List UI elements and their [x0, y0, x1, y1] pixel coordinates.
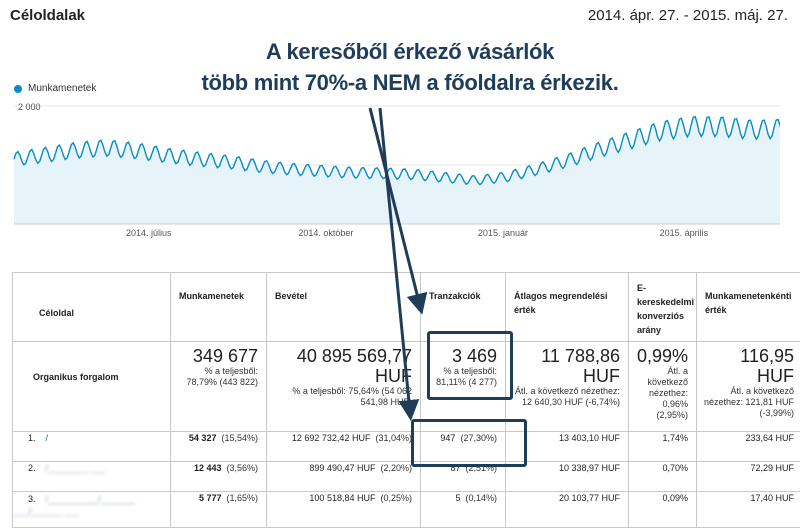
- summary-revenue-cell: 40 895 569,77 HUF % a teljesből: 75,64% …: [267, 342, 421, 432]
- col-header-per-session[interactable]: Munkamenetenkénti érték: [697, 273, 800, 342]
- row-rank: 1.: [14, 433, 36, 443]
- row-sessions-pct: (3,56%): [226, 463, 258, 473]
- summary-aov: 11 788,86 HUF: [510, 342, 620, 386]
- row-sessions-pct: (15,54%): [221, 433, 258, 443]
- row-revenue-cell: 12 692 732,42 HUF (31,04%): [267, 432, 421, 462]
- col-header-aov[interactable]: Átlagos megrendelési érték: [506, 273, 629, 342]
- row-per-session: 17,40 HUF: [697, 492, 800, 528]
- landing-page-table: Céloldal Munkamenetek Bevétel Tranzakció…: [12, 272, 800, 528]
- row-rank: 3.: [14, 494, 36, 504]
- col-header-revenue[interactable]: Bevétel: [267, 273, 421, 342]
- table-header-row: Céloldal Munkamenetek Bevétel Tranzakció…: [13, 273, 800, 342]
- series-dot-icon: [14, 85, 22, 93]
- row-conversion: 0,70%: [629, 462, 697, 492]
- summary-sessions-sub: % a teljesből: 78,79% (443 822): [175, 366, 258, 388]
- y-tick-label: 2 000: [18, 102, 41, 112]
- x-tick-label: 2015. január: [478, 228, 528, 238]
- summary-aov-sub: Átl. a következő nézethez: 12 640,30 HUF…: [510, 386, 620, 408]
- x-tick-label: 2014. július: [126, 228, 172, 238]
- row-transactions-cell: 5 (0,14%): [421, 492, 506, 528]
- row-revenue-pct: (2,20%): [380, 463, 412, 473]
- x-tick-label: 2015. április: [660, 228, 709, 238]
- summary-revenue: 40 895 569,77 HUF: [271, 342, 412, 386]
- summary-conversion: 0,99%: [633, 342, 688, 366]
- x-tick-label: 2014. október: [298, 228, 353, 238]
- row-conversion: 0,09%: [629, 492, 697, 528]
- row-per-session: 72,29 HUF: [697, 462, 800, 492]
- table-row: 2. /________ ___ 12 443 (3,56%) 899 490,4…: [13, 462, 800, 492]
- row-sessions-cell: 5 777 (1,65%): [171, 492, 267, 528]
- summary-conversion-cell: 0,99% Átl. a következő nézethez: 0,96% (…: [629, 342, 697, 432]
- chart-legend[interactable]: Munkamenetek: [14, 83, 96, 94]
- row-transactions-pct: (0,14%): [465, 493, 497, 503]
- row-revenue-pct: (31,04%): [375, 433, 412, 443]
- highlight-box-summary: [427, 331, 513, 400]
- page-title: Céloldalak: [10, 7, 85, 24]
- annotation-line-2: több mint 70%-a NEM a főoldalra érkezik.: [150, 67, 670, 98]
- row-revenue: 12 692 732,42 HUF: [292, 433, 371, 443]
- summary-row: Organikus forgalom 349 677 % a teljesből…: [13, 342, 800, 432]
- row-transactions: 5: [455, 493, 460, 503]
- table-row: 3./__________/_______ ___/______ ___ 5 7…: [13, 492, 800, 528]
- summary-sessions: 349 677: [175, 342, 258, 366]
- row-sessions: 12 443: [194, 463, 222, 473]
- row-page-link[interactable]: /: [46, 433, 49, 443]
- row-sessions: 54 327: [189, 433, 217, 443]
- summary-per-session: 116,95 HUF: [701, 342, 794, 386]
- row-revenue: 100 518,84 HUF: [309, 493, 375, 503]
- summary-aov-cell: 11 788,86 HUF Átl. a következő nézethez:…: [506, 342, 629, 432]
- row-sessions: 5 777: [199, 493, 222, 503]
- annotation-line-1: A keresőből érkező vásárlók: [150, 36, 670, 67]
- row-sessions-pct: (1,65%): [226, 493, 258, 503]
- row-sessions-cell: 12 443 (3,56%): [171, 462, 267, 492]
- summary-per-session-cell: 116,95 HUF Átl. a következő nézethez: 12…: [697, 342, 800, 432]
- legend-series-label: Munkamenetek: [28, 83, 96, 94]
- row-landing-cell: 1. /: [13, 432, 171, 462]
- row-revenue-cell: 100 518,84 HUF (0,25%): [267, 492, 421, 528]
- row-revenue-pct: (0,25%): [380, 493, 412, 503]
- table-row: 1. / 54 327 (15,54%) 12 692 732,42 HUF (3…: [13, 432, 800, 462]
- row-revenue: 899 490,47 HUF: [309, 463, 375, 473]
- row-conversion: 1,74%: [629, 432, 697, 462]
- row-landing-cell: 2. /________ ___: [13, 462, 171, 492]
- annotation-headline: A keresőből érkező vásárlók több mint 70…: [150, 36, 670, 98]
- col-header-conversion[interactable]: E-kereskedelmi konverziós arány: [629, 273, 697, 342]
- row-rank: 2.: [14, 463, 36, 473]
- summary-sessions-cell: 349 677 % a teljesből: 78,79% (443 822): [171, 342, 267, 432]
- summary-per-session-sub: Átl. a következő nézethez: 121,81 HUF (-…: [701, 386, 794, 419]
- series-area: [14, 117, 780, 224]
- col-header-landing[interactable]: Céloldal: [13, 273, 171, 342]
- row-per-session: 233,64 HUF: [697, 432, 800, 462]
- row-revenue-cell: 899 490,47 HUF (2,20%): [267, 462, 421, 492]
- row-landing-cell: 3./__________/_______ ___/______ ___: [13, 492, 171, 528]
- row-page-link-redacted[interactable]: /________ ___: [46, 463, 106, 473]
- summary-revenue-sub: % a teljesből: 75,64% (54 062 541,98 HUF…: [271, 386, 412, 408]
- row-aov: 20 103,77 HUF: [506, 492, 629, 528]
- col-header-sessions[interactable]: Munkamenetek: [171, 273, 267, 342]
- summary-label: Organikus forgalom: [13, 342, 171, 432]
- summary-conversion-sub: Átl. a következő nézethez: 0,96% (2,95%): [633, 366, 688, 421]
- date-range[interactable]: 2014. ápr. 27. - 2015. máj. 27.: [588, 7, 788, 24]
- row-sessions-cell: 54 327 (15,54%): [171, 432, 267, 462]
- highlight-box-homepage: [411, 419, 527, 467]
